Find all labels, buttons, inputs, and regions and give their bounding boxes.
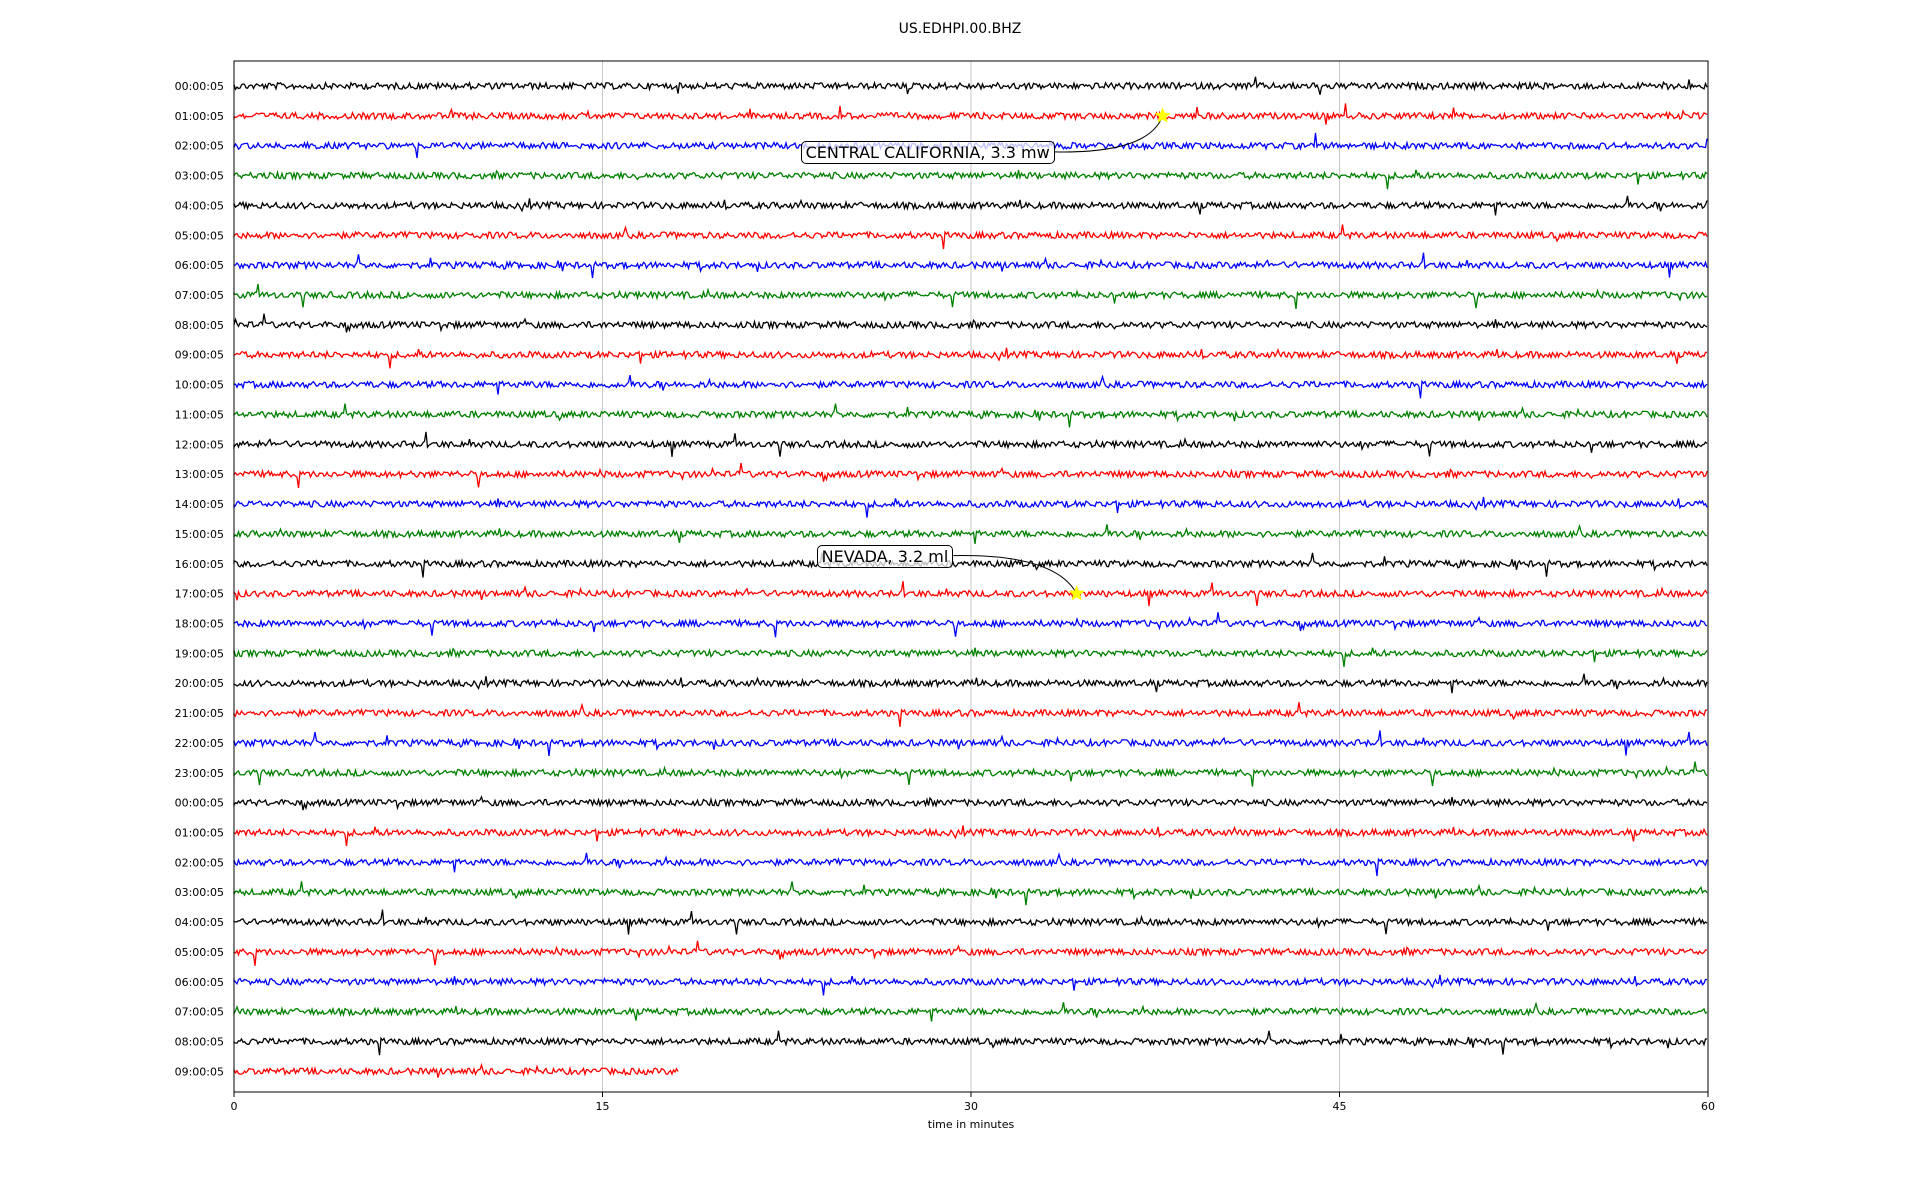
x-axis-label: time in minutes [927, 1118, 1015, 1131]
trace-row [233, 313, 1708, 333]
row-label: 06:00:05 [175, 976, 224, 989]
row-label: 02:00:05 [175, 856, 224, 869]
row-label: 04:00:05 [175, 199, 224, 212]
trace-row [233, 795, 1708, 811]
trace-row [233, 673, 1708, 694]
trace-row [233, 909, 1708, 935]
row-label: 03:00:05 [175, 886, 224, 899]
trace-row [233, 431, 1708, 457]
row-label: 19:00:05 [175, 647, 224, 660]
trace-row [233, 496, 1708, 518]
row-label: 07:00:05 [175, 1006, 224, 1019]
trace-row [233, 283, 1708, 309]
row-label: 08:00:05 [175, 319, 224, 332]
trace-row [233, 881, 1708, 906]
x-tick-label: 0 [231, 1100, 238, 1113]
trace-row [233, 169, 1708, 190]
row-label: 16:00:05 [175, 558, 224, 571]
trace-row [233, 612, 1708, 638]
row-label: 21:00:05 [175, 707, 224, 720]
event-connector [1054, 115, 1164, 153]
row-label: 03:00:05 [175, 170, 224, 183]
row-label: 07:00:05 [175, 289, 224, 302]
trace-row [233, 1062, 679, 1078]
row-label: 05:00:05 [175, 229, 224, 242]
row-label: 15:00:05 [175, 528, 224, 541]
x-tick-label: 15 [596, 1100, 610, 1113]
trace-row [233, 581, 1708, 607]
row-label: 20:00:05 [175, 677, 224, 690]
row-label: 02:00:05 [175, 140, 224, 153]
row-label: 00:00:05 [175, 80, 224, 93]
trace-row [233, 403, 1708, 428]
trace-row [233, 940, 1708, 966]
row-label: 01:00:05 [175, 827, 224, 840]
trace-row [233, 1030, 1707, 1056]
event-annotation: CENTRAL CALIFORNIA, 3.3 mw [800, 140, 1055, 164]
trace-row [233, 103, 1708, 125]
trace-row [233, 974, 1708, 996]
trace-row [233, 852, 1708, 877]
row-label: 23:00:05 [175, 767, 224, 780]
event-star-marker [1068, 584, 1085, 601]
x-tick-label: 60 [1701, 1100, 1715, 1113]
row-label: 22:00:05 [175, 737, 224, 750]
row-label: 17:00:05 [175, 588, 224, 601]
row-label: 08:00:05 [175, 1036, 224, 1049]
trace-row [233, 374, 1708, 399]
trace-row [233, 552, 1708, 578]
trace-row [233, 76, 1708, 95]
row-label: 14:00:05 [175, 498, 224, 511]
x-tick-label: 30 [964, 1100, 978, 1113]
trace-row [233, 702, 1708, 727]
row-label: 04:00:05 [175, 916, 224, 929]
row-label: 09:00:05 [175, 349, 224, 362]
trace-row [233, 224, 1708, 250]
trace-row [233, 730, 1708, 756]
x-tick-label: 45 [1333, 1100, 1347, 1113]
row-label: 09:00:05 [175, 1065, 224, 1078]
row-label: 10:00:05 [175, 379, 224, 392]
chart-title: US.EDHPI.00.BHZ [898, 21, 1022, 37]
event-connector [953, 555, 1078, 594]
trace-row [233, 252, 1708, 279]
trace-row [233, 195, 1708, 216]
event-star-marker [1154, 107, 1171, 123]
row-label: 13:00:05 [175, 468, 224, 481]
event-annotation: NEVADA, 3.2 ml [816, 544, 954, 568]
trace-row [233, 462, 1708, 489]
trace-row [233, 761, 1708, 787]
row-label: 00:00:05 [175, 797, 224, 810]
trace-row [233, 347, 1708, 369]
row-label: 01:00:05 [175, 110, 224, 123]
trace-row [233, 1001, 1708, 1022]
row-label: 11:00:05 [175, 408, 224, 421]
trace-row [233, 647, 1708, 667]
row-label: 12:00:05 [175, 438, 224, 451]
trace-row [233, 825, 1708, 847]
row-label: 06:00:05 [175, 259, 224, 272]
row-label: 18:00:05 [175, 617, 224, 630]
row-label: 05:00:05 [175, 946, 224, 959]
trace-row [233, 523, 1708, 544]
